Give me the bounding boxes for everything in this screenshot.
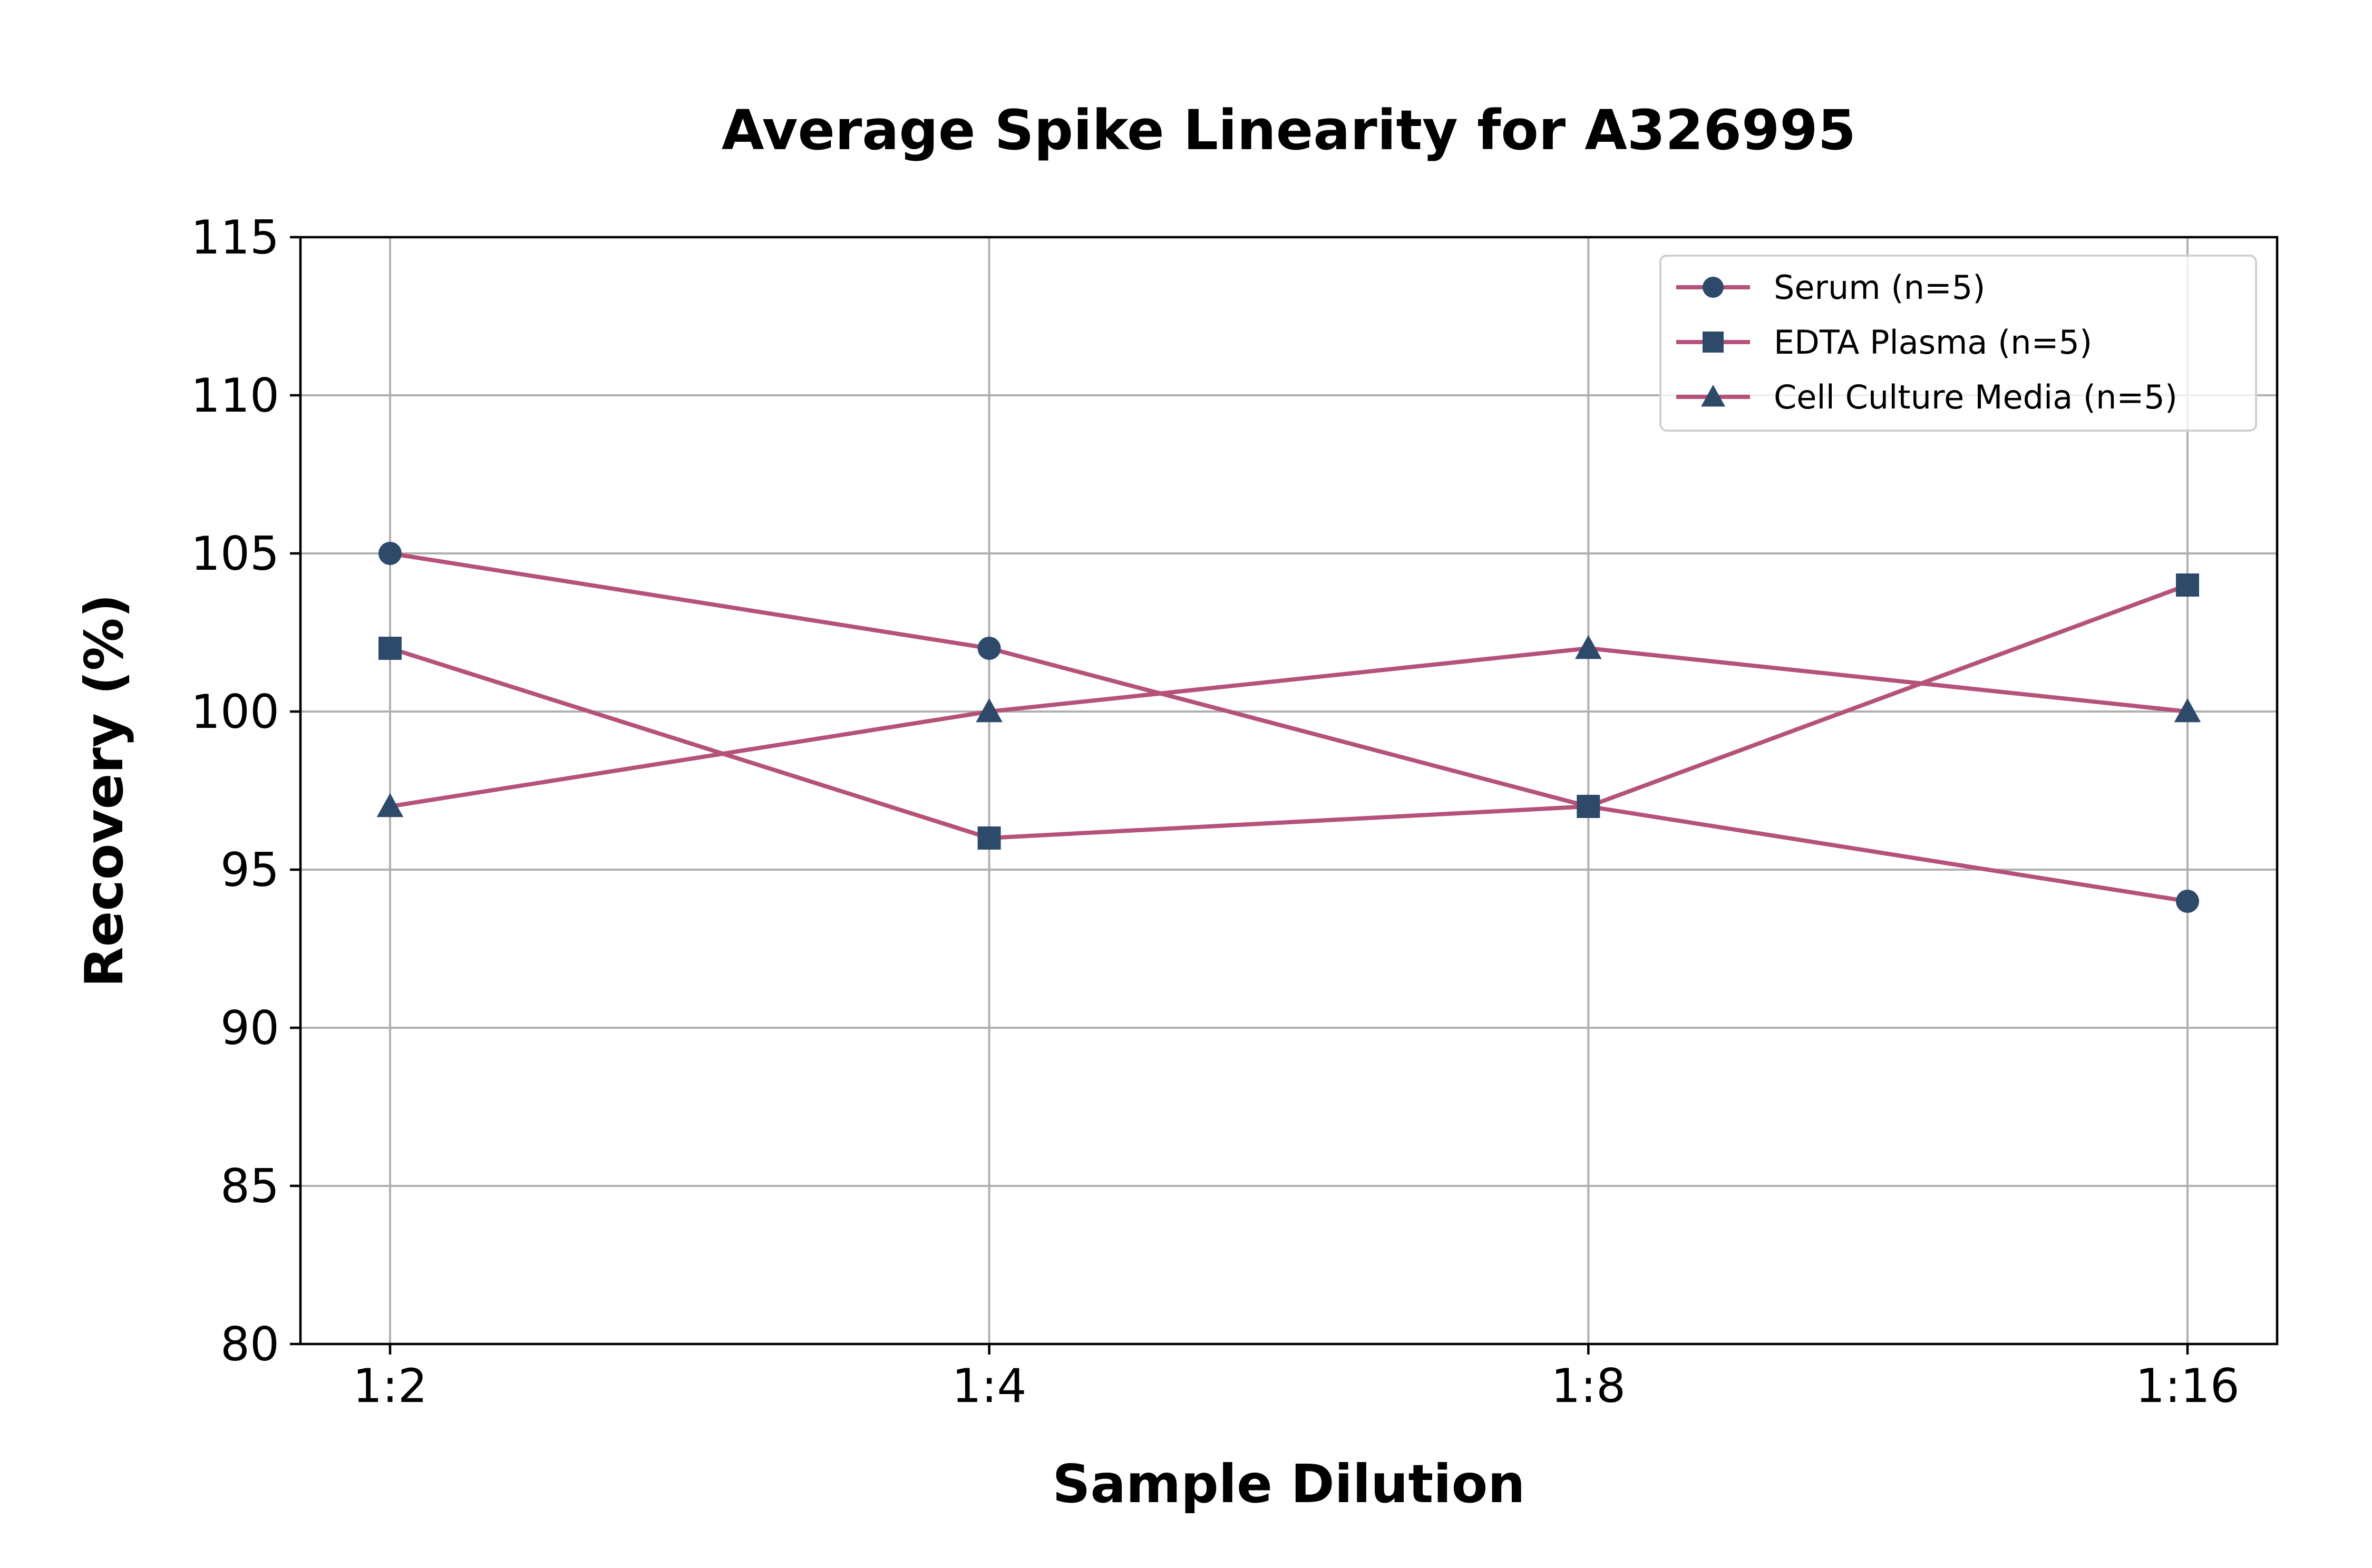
data-point-triangle xyxy=(1701,385,1725,407)
legend-label: Cell Culture Media (n=5) xyxy=(1774,378,2177,416)
data-point-triangle xyxy=(2174,698,2201,723)
data-point-square xyxy=(2176,573,2199,597)
y-tick-label: 105 xyxy=(191,527,279,581)
legend: Serum (n=5) EDTA Plasma (n=5) Cell Culture… xyxy=(1659,255,2257,432)
data-point-triangle xyxy=(1575,635,1602,659)
x-axis-label: Sample Dilution xyxy=(1053,1453,1525,1515)
data-point-circle xyxy=(378,542,402,565)
y-tick-label: 110 xyxy=(191,368,279,423)
y-tick-label: 90 xyxy=(220,1001,279,1055)
series-line xyxy=(389,583,2189,840)
series-group xyxy=(376,542,2201,913)
x-tick-label: 1:4 xyxy=(952,1359,1027,1413)
data-point-triangle xyxy=(376,793,404,817)
axis-ticks: 1:2 1:4 1:8 1:16 80 85 90 95 100 105 110 115 xyxy=(191,210,2240,1413)
series-3 xyxy=(376,635,2201,817)
y-tick-label: 80 xyxy=(220,1317,279,1371)
y-tick-label: 115 xyxy=(191,210,279,265)
x-tick-label: 1:2 xyxy=(353,1359,427,1413)
y-tick-label: 85 xyxy=(220,1159,279,1213)
chart-title: Average Spike Linearity for A326995 xyxy=(722,98,1856,162)
x-tick-label: 1:8 xyxy=(1551,1359,1626,1413)
data-point-square xyxy=(1577,795,1600,818)
data-point-circle xyxy=(977,637,1001,660)
legend-label: Serum (n=5) xyxy=(1774,268,1985,307)
legend-label: EDTA Plasma (n=5) xyxy=(1774,323,2092,362)
legend-item: Serum (n=5) xyxy=(1676,268,1985,307)
series-2 xyxy=(378,573,2199,850)
legend-item: Cell Culture Media (n=5) xyxy=(1676,378,2177,416)
legend-item: EDTA Plasma (n=5) xyxy=(1676,323,2092,362)
series-line xyxy=(390,646,2188,809)
data-point-square xyxy=(977,826,1001,850)
y-tick-label: 100 xyxy=(191,685,279,739)
data-point-square xyxy=(1703,332,1724,353)
data-point-circle xyxy=(2176,890,2199,913)
data-point-triangle xyxy=(976,698,1003,723)
legend-box xyxy=(1659,255,2257,432)
y-tick-label: 95 xyxy=(220,843,279,897)
y-axis-label: Recovery (%) xyxy=(73,594,135,988)
series-line xyxy=(390,551,2188,903)
x-tick-label: 1:16 xyxy=(2135,1359,2240,1413)
plot-frame xyxy=(299,236,2279,1346)
data-point-circle xyxy=(1703,277,1724,298)
data-point-square xyxy=(378,637,402,660)
